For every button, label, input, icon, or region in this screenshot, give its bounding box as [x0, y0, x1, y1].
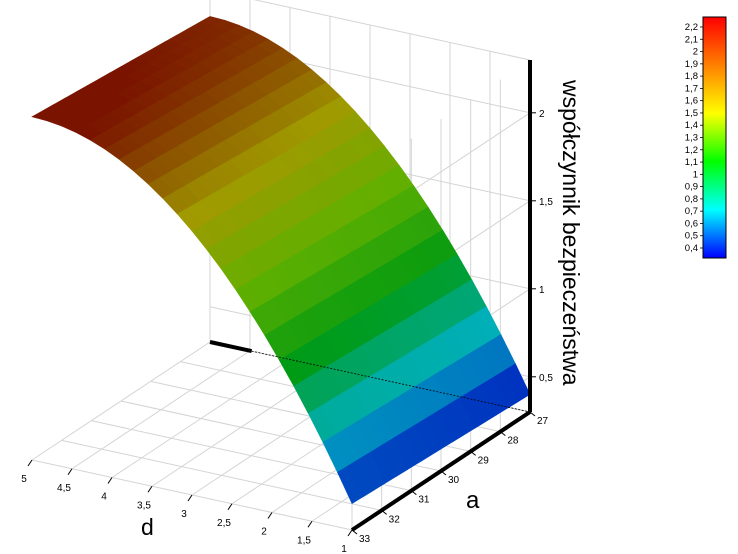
d-tick-mark: [27, 459, 33, 467]
colorbar-ticks: [700, 26, 703, 249]
colorbar-label: 2,1: [685, 34, 698, 45]
colorbar-labels: 2,22,121,91,81,71,61,51,41,31,21,110,90,…: [685, 22, 698, 254]
back-grid-hline: [253, 0, 531, 61]
a-tick-mark: [500, 431, 506, 437]
surface-mesh: [31, 16, 531, 505]
colorbar-label: 1,4: [685, 120, 698, 131]
a-tick-mark: [381, 509, 387, 515]
a-axis-title: a: [466, 487, 480, 514]
a-tick-mark: [440, 470, 447, 476]
d-tick-label: 4,5: [57, 483, 71, 494]
colorbar-label: 1,9: [685, 59, 698, 70]
colorbar-label: 1,5: [685, 108, 698, 119]
floor-grid-line: [61, 439, 382, 511]
colorbar-label: 0,5: [685, 231, 698, 242]
d-tick-mark: [307, 520, 313, 528]
colorbar-label: 1,6: [685, 96, 698, 107]
colorbar-label: 2: [693, 47, 698, 58]
colorbar-label: 0,4: [685, 243, 698, 254]
d-tick-label: 5: [21, 474, 27, 485]
colorbar-label: 2,2: [685, 22, 698, 33]
d-tick-label: 4: [101, 492, 107, 503]
back-axis-line: [209, 340, 253, 354]
a-tick-label: 27: [537, 416, 549, 427]
a-tick-mark: [411, 490, 417, 496]
colorbar-label: 0,7: [685, 206, 698, 217]
a-tick-mark: [470, 450, 476, 456]
a-tick-mark: [529, 411, 536, 417]
colorbar-label: 1,3: [685, 133, 698, 144]
d-tick-mark: [67, 468, 73, 476]
tick-labels: 0,5 1 1,5 2 27 28 29 30 31 32 33 1 1,5 2 2,5 3 3,5 4 4,5 5: [21, 109, 553, 554]
a-tick-mark: [351, 529, 358, 535]
d-tick-label: 3: [181, 509, 187, 520]
colorbar-gradient: [702, 16, 727, 259]
surface-patch: [337, 465, 364, 505]
d-tick-mark: [107, 477, 113, 484]
a-tick-label: 28: [507, 436, 519, 447]
colorbar-label: 0,9: [685, 182, 698, 193]
d-tick-label: 2: [261, 527, 267, 538]
d-tick-mark: [267, 512, 273, 519]
d-tick-mark: [187, 494, 193, 502]
d-tick-label: 2,5: [217, 518, 231, 529]
back-axis-dashed: [251, 350, 531, 413]
a-tick-label: 31: [418, 495, 430, 506]
a-tick-label: 30: [448, 475, 460, 486]
a-tick-label: 32: [389, 514, 401, 525]
colorbar-label: 0,8: [685, 194, 698, 205]
d-tick-mark: [227, 503, 233, 511]
z-tick-label: 1,5: [539, 197, 553, 208]
a-tick-label: 29: [478, 455, 490, 466]
colorbar-label: 1: [693, 169, 698, 180]
z-tick-label: 2: [539, 109, 545, 120]
z-axis-title: współczynnik bezpieczeństwa: [558, 79, 584, 386]
d-tick-label: 1,5: [297, 535, 311, 546]
z-tick-label: 1: [539, 285, 545, 296]
z-tick-label: 0,5: [539, 373, 553, 384]
colorbar-label: 1,8: [685, 71, 698, 82]
a-tick-label: 33: [359, 534, 371, 545]
colorbar-label: 1,7: [685, 83, 698, 94]
colorbar-label: 1,1: [685, 157, 698, 168]
d-tick-mark: [147, 485, 153, 493]
colorbar: 2,22,121,91,81,71,61,51,41,31,21,110,90,…: [685, 16, 727, 259]
d-axis-title: d: [141, 514, 154, 540]
colorbar-label: 1,2: [685, 145, 698, 156]
colorbar-label: 0,6: [685, 218, 698, 229]
d-tick-mark: [347, 529, 353, 537]
d-tick-label: 1: [341, 544, 347, 554]
d-tick-label: 3,5: [137, 500, 151, 511]
